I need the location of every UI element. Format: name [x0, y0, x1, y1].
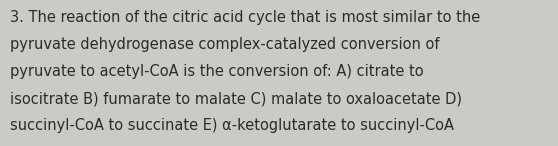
Text: succinyl-CoA to succinate E) α-ketoglutarate to succinyl-CoA: succinyl-CoA to succinate E) α-ketogluta… — [10, 118, 454, 133]
Text: isocitrate B) fumarate to malate C) malate to oxaloacetate D): isocitrate B) fumarate to malate C) mala… — [10, 91, 462, 106]
Text: pyruvate dehydrogenase complex-catalyzed conversion of: pyruvate dehydrogenase complex-catalyzed… — [10, 37, 440, 52]
Text: 3. The reaction of the citric acid cycle that is most similar to the: 3. The reaction of the citric acid cycle… — [10, 10, 480, 25]
Text: pyruvate to acetyl-CoA is the conversion of: A) citrate to: pyruvate to acetyl-CoA is the conversion… — [10, 64, 424, 79]
